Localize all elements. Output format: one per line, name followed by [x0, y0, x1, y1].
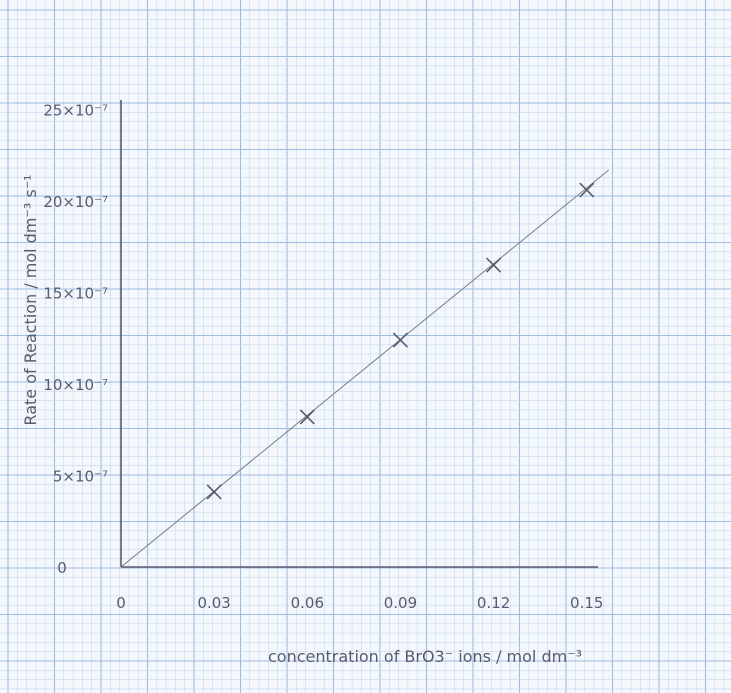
- x-tick-label: 0.06: [291, 594, 324, 612]
- y-tick-label: 10×10⁻⁷: [43, 376, 108, 394]
- x-tick-label: 0.15: [570, 594, 603, 612]
- point-cross-stroke: [486, 257, 502, 273]
- point-cross-stroke: [299, 409, 315, 425]
- point-cross-stroke: [579, 182, 595, 198]
- point-cross-stroke: [206, 484, 222, 500]
- y-tick-labels: 0 5×10⁻⁷ 10×10⁻⁷ 15×10⁻⁷ 20×10⁻⁷ 25×10⁻⁷: [43, 102, 108, 578]
- x-axis-label: concentration of BrO3⁻ ions / mol dm⁻³: [268, 647, 582, 666]
- y-tick-label: 5×10⁻⁷: [53, 468, 108, 486]
- data-point: [579, 182, 595, 198]
- x-tick-label: 0: [116, 594, 126, 612]
- y-tick-label: 15×10⁻⁷: [43, 285, 108, 303]
- best-fit-line: [120, 169, 610, 568]
- data-point: [299, 409, 315, 425]
- data-points: [206, 182, 595, 500]
- x-tick-label: 0.09: [384, 594, 417, 612]
- x-tick-label: 0.03: [197, 594, 230, 612]
- x-tick-label: 0.12: [477, 594, 510, 612]
- axes: [120, 100, 598, 568]
- y-tick-label: 25×10⁻⁷: [43, 102, 108, 120]
- data-point: [486, 257, 502, 273]
- y-tick-label: 0: [57, 559, 67, 577]
- point-cross-stroke: [392, 332, 409, 348]
- y-axis-label: Rate of Reaction / mol dm⁻³ s⁻¹: [21, 174, 40, 425]
- x-tick-labels: 0 0.03 0.06 0.09 0.12 0.15: [116, 594, 603, 612]
- y-tick-label: 20×10⁻⁷: [43, 193, 108, 211]
- data-point: [206, 484, 222, 500]
- data-point: [392, 332, 409, 348]
- fit-line: [120, 169, 610, 568]
